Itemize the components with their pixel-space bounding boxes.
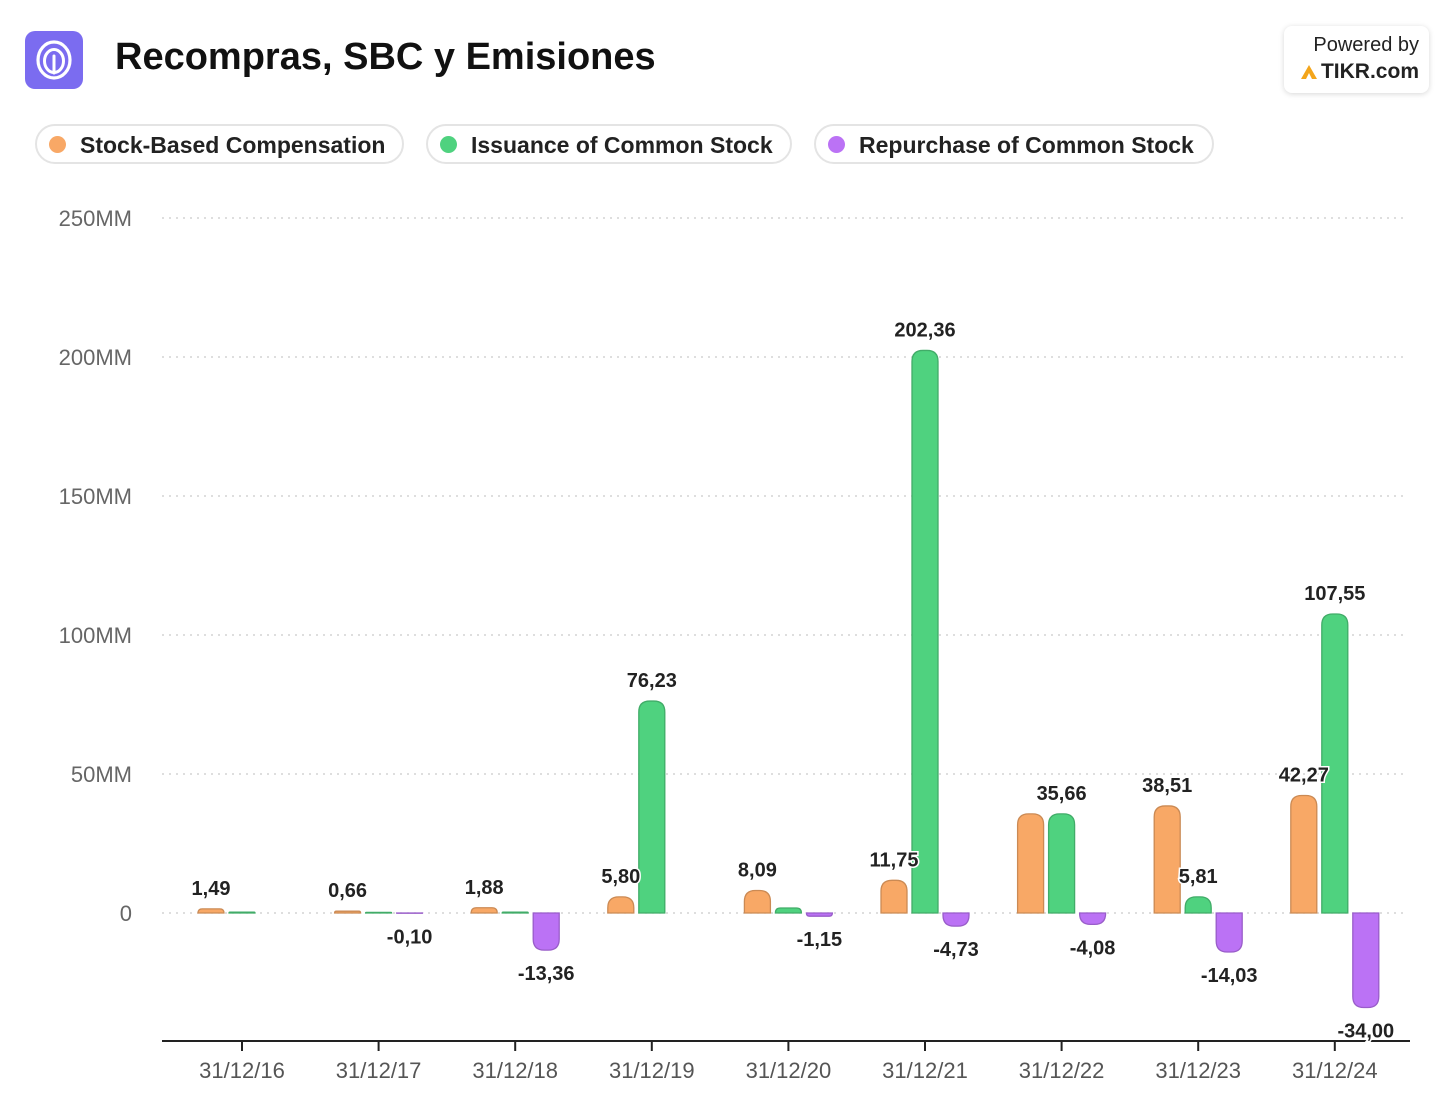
y-tick-label: 100MM [59,623,132,648]
x-tick-label: 31/12/24 [1292,1058,1378,1083]
legend-item-repurchase[interactable]: Repurchase of Common Stock [814,124,1214,164]
data-label: -0,10 [387,926,433,948]
chart-title: Recompras, SBC y Emisiones [115,36,656,78]
x-tick-label: 31/12/19 [609,1058,695,1083]
bar [1047,813,1076,914]
app-logo [25,31,83,89]
powered-by-text: Powered by [1313,34,1419,56]
data-label: 76,23 [627,670,677,692]
bar [607,896,635,914]
bar [1321,613,1349,914]
bar [911,349,939,914]
data-label: 5,81 [1179,866,1218,888]
legend-marker-sbc [49,136,66,153]
y-tick-label: 200MM [59,345,132,370]
bar [364,911,393,914]
x-tick-label: 31/12/18 [472,1058,558,1083]
data-label: 11,75 [870,849,919,871]
bar [1290,794,1318,914]
bar [1078,912,1107,925]
bar [1153,805,1181,914]
bar [805,912,834,917]
legend-item-sbc[interactable]: Stock-Based Compensation [35,124,404,164]
data-label: 107,55 [1304,583,1365,605]
data-label: -4,73 [933,939,979,961]
x-tick-label: 31/12/17 [336,1058,422,1083]
data-label: 1,49 [192,878,231,900]
legend-label-repurchase: Repurchase of Common Stock [859,132,1194,158]
bar [1352,912,1380,1009]
bar [1184,896,1212,914]
data-label: 1,88 [465,877,504,899]
legend-label-sbc: Stock-Based Compensation [80,132,386,158]
x-tick-label: 31/12/16 [199,1058,285,1083]
bar [1215,912,1243,953]
y-tick-label: 0 [120,901,132,926]
y-tick-label: 250MM [59,206,132,231]
powered-by-badge[interactable]: Powered by TIKR.com [1284,26,1429,93]
data-label: 38,51 [1142,775,1192,797]
brand-name: TIKR.com [1320,60,1419,83]
x-tick-label: 31/12/22 [1019,1058,1105,1083]
x-tick-label: 31/12/20 [746,1058,832,1083]
data-label: -13,36 [518,963,575,985]
data-label: -1,15 [797,929,843,951]
data-label: 8,09 [738,860,777,882]
legend-item-issuance[interactable]: Issuance of Common Stock [426,124,792,164]
y-tick-label: 150MM [59,484,132,509]
legend-marker-repurchase [828,136,845,153]
data-label: -34,00 [1337,1021,1394,1043]
x-tick-label: 31/12/23 [1155,1058,1241,1083]
data-label: 0,66 [328,880,367,902]
bar [470,907,498,914]
bar [880,879,908,914]
data-label: 5,80 [601,866,640,888]
data-label: 35,66 [1037,783,1087,805]
bar [774,907,803,914]
data-label: -4,08 [1070,937,1116,959]
bar [743,889,772,914]
data-label: -14,03 [1201,965,1258,987]
bar [333,910,362,914]
bar [228,911,256,914]
bar [1016,813,1045,914]
bar [532,912,560,951]
bar [942,912,970,927]
bar [197,908,225,914]
data-label: 202,36 [894,319,955,341]
concentric-rings-icon [36,40,72,80]
bar [638,700,666,914]
data-label: 42,27 [1279,764,1329,786]
brand-line: TIKR.com [1300,60,1419,84]
legend-marker-issuance [440,136,457,153]
legend-label-issuance: Issuance of Common Stock [471,132,773,158]
y-tick-label: 50MM [71,762,132,787]
bar [501,911,529,914]
tikr-logo-icon [1300,65,1317,80]
x-tick-label: 31/12/21 [882,1058,968,1083]
